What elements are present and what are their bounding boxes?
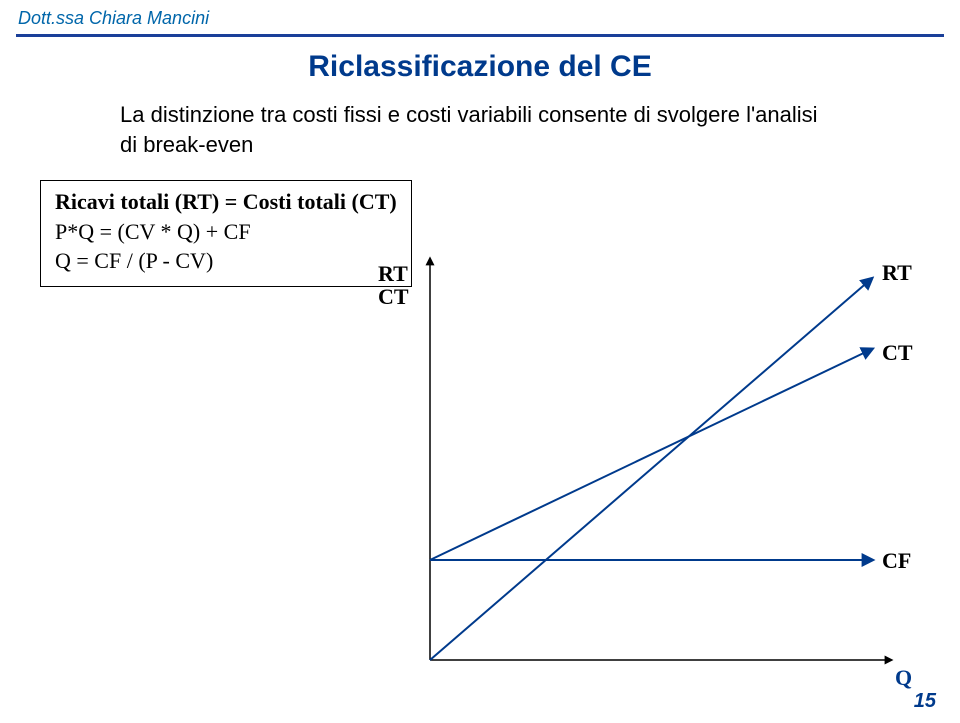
break-even-chart: RT CT CF Q — [370, 220, 930, 700]
body-paragraph: La distinzione tra costi fissi e costi v… — [120, 100, 840, 159]
q-axis-label: Q — [895, 665, 912, 690]
page-number: 15 — [914, 690, 936, 713]
page-title: Riclassificazione del CE — [0, 50, 960, 84]
author-name: Dott.ssa Chiara Mancini — [18, 8, 209, 29]
formula-line-2: P*Q = (CV * Q) + CF — [55, 217, 397, 247]
ct-line — [430, 350, 870, 560]
ct-line-label: CT — [882, 340, 913, 365]
cf-line-label: CF — [882, 548, 911, 573]
formula-box: Ricavi totali (RT) = Costi totali (CT) P… — [40, 180, 412, 287]
rt-line-label: RT — [882, 260, 912, 285]
header-rule — [16, 34, 944, 37]
rt-line — [430, 280, 870, 660]
formula-line-3: Q = CF / (P - CV) — [55, 246, 397, 276]
formula-line-1: Ricavi totali (RT) = Costi totali (CT) — [55, 187, 397, 217]
